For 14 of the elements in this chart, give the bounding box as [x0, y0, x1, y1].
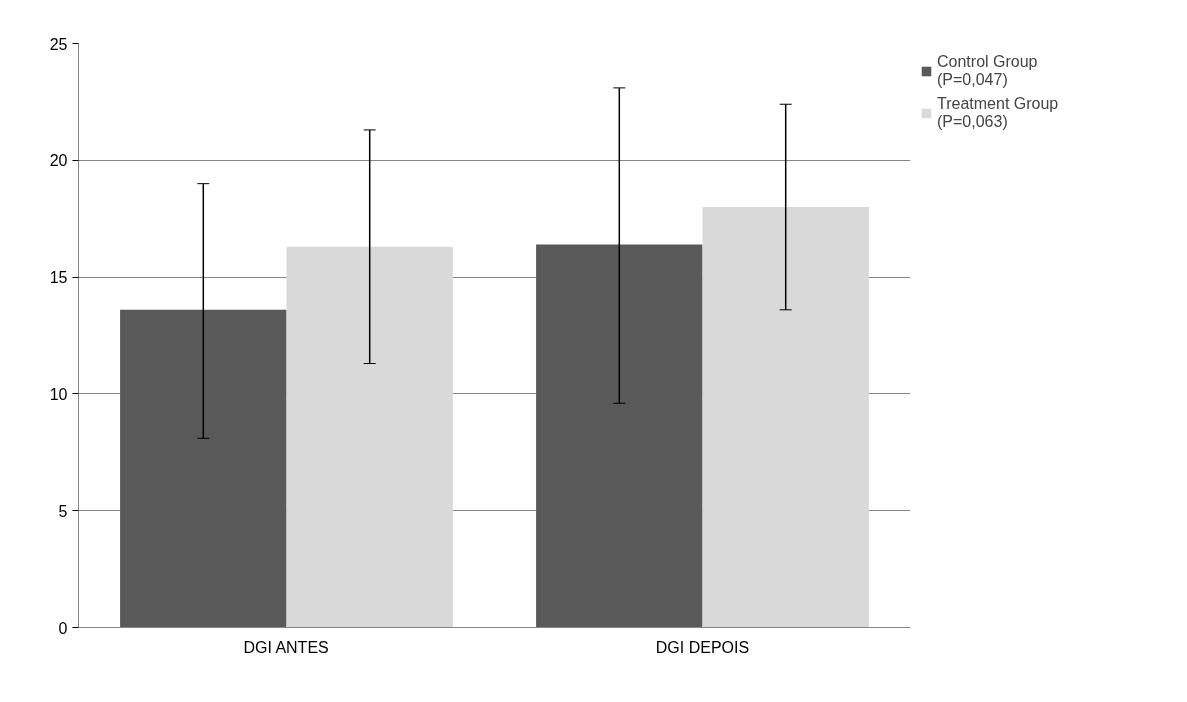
y-tick-label: 25 [49, 35, 68, 53]
bar [286, 246, 453, 628]
legend-label: Control Group (P=0,047) [937, 53, 1038, 89]
y-tick-label: 10 [49, 385, 68, 403]
y-tick-label: 0 [58, 619, 68, 637]
bar [536, 244, 703, 628]
y-tick-label: 5 [58, 502, 68, 520]
legend-label: Treatment Group (P=0,063) [937, 95, 1059, 131]
x-tick-label: DGI ANTES [243, 638, 329, 656]
bar [702, 207, 869, 628]
bar [120, 309, 287, 628]
x-tick-label: DGI DEPOIS [655, 638, 750, 656]
y-tick-label: 20 [49, 152, 68, 170]
y-tick-label: 15 [49, 269, 68, 287]
